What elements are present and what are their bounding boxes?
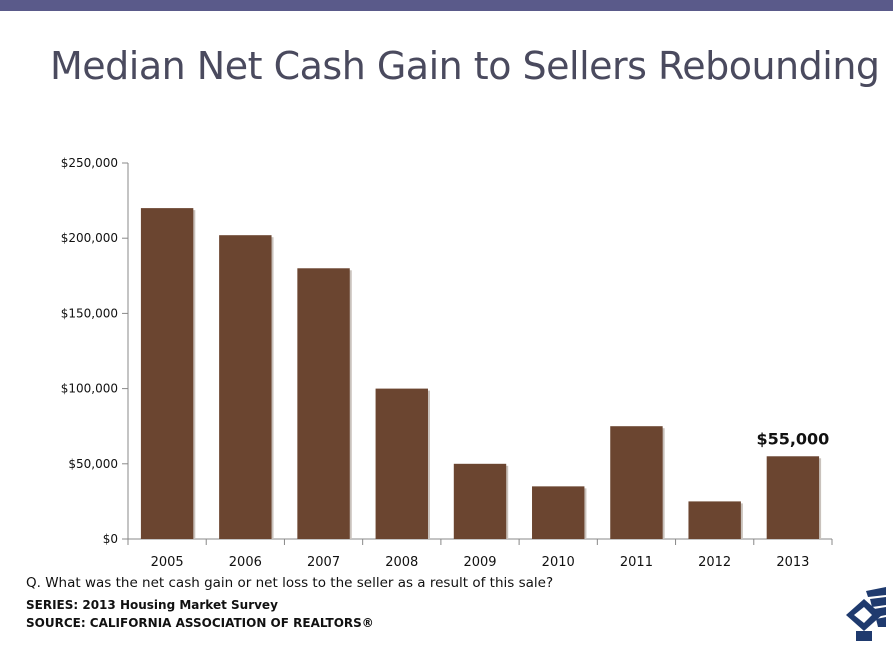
bar-2005	[140, 208, 194, 539]
bar-2013	[766, 456, 820, 539]
source-label: SOURCE: CALIFORNIA ASSOCIATION OF REALTO…	[26, 616, 374, 630]
y-tick-label: $0	[103, 532, 118, 546]
top-accent-bar	[0, 0, 893, 11]
bar-2006	[219, 235, 272, 539]
bar-2012	[688, 501, 741, 539]
y-tick-label: $150,000	[61, 306, 118, 320]
x-tick-label: 2007	[307, 555, 340, 570]
x-tick-label: 2008	[385, 555, 418, 570]
bar-2011	[610, 426, 663, 539]
bar-2007	[297, 268, 350, 539]
x-tick-label: 2009	[463, 555, 496, 570]
x-tick-label: 2013	[776, 555, 809, 570]
bar-2010	[532, 486, 585, 539]
bar-chart: $0 $50,000 $100,000 $150,000 $200,000 $250,00…	[61, 156, 833, 570]
series-label: SERIES: 2013 Housing Market Survey	[26, 598, 278, 612]
y-tick-label: $100,000	[61, 382, 118, 396]
y-tick-label: $250,000	[61, 156, 118, 170]
x-tick-label: 2012	[698, 555, 731, 570]
y-tick-label: $50,000	[68, 457, 118, 471]
bar-2008	[375, 388, 428, 539]
data-label: $55,000	[756, 429, 829, 448]
car-logo-icon	[846, 587, 886, 641]
x-tick-label: 2010	[542, 555, 575, 570]
page-title: Median Net Cash Gain to Sellers Reboundi…	[50, 44, 880, 88]
x-tick-label: 2011	[620, 555, 653, 570]
x-tick-label: 2006	[229, 555, 262, 570]
x-tick-label: 2005	[151, 555, 184, 570]
y-tick-label: $200,000	[61, 231, 118, 245]
survey-question: Q. What was the net cash gain or net los…	[26, 575, 554, 591]
bar-2009	[453, 463, 507, 539]
